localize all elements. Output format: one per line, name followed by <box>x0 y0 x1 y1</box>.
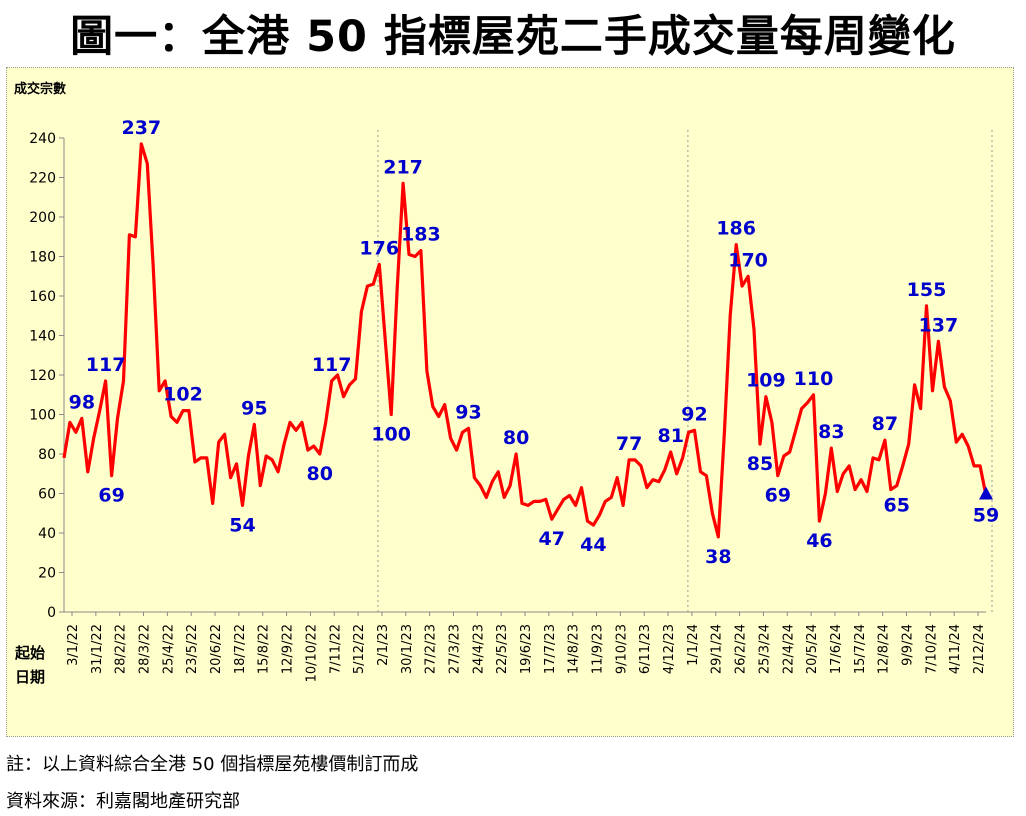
x-tick-label: 22/4/24 <box>781 624 796 674</box>
data-label: 217 <box>383 156 423 178</box>
chart-title: 圖一：全港 50 指標屋苑二手成交量每周變化 <box>70 12 956 62</box>
data-label: 110 <box>794 368 834 390</box>
x-tick-label: 26/2/24 <box>734 624 749 674</box>
y-tick-label: 60 <box>38 487 56 503</box>
x-tick-label: 17/7/23 <box>543 624 558 674</box>
x-tick-label: 12/9/22 <box>281 624 296 674</box>
y-tick-label: 80 <box>38 447 56 463</box>
y-tick-label: 160 <box>29 289 56 305</box>
x-tick-label: 25/3/24 <box>757 624 772 674</box>
x-tick-label: 9/9/24 <box>900 624 915 666</box>
x-tick-label: 4/12/23 <box>662 624 677 674</box>
x-tick-label: 7/11/22 <box>328 624 343 674</box>
x-tick-label: 5/12/22 <box>352 624 367 674</box>
x-tick-label: 12/8/24 <box>877 624 892 674</box>
y-tick-label: 220 <box>29 171 56 187</box>
y-tick-label: 100 <box>29 408 56 424</box>
data-label: 59 <box>973 504 999 526</box>
x-tick-label: 20/6/22 <box>209 624 224 674</box>
x-tick-label: 3/1/22 <box>66 624 81 666</box>
x-tick-label: 24/4/23 <box>471 624 486 674</box>
data-label: 117 <box>86 354 126 376</box>
data-label: 100 <box>371 424 411 446</box>
data-label: 80 <box>503 427 529 449</box>
line-chart: 成交宗數 0 20 40 60 80 100 120 140 160 180 200 220 240 3/1… <box>14 81 999 686</box>
x-tick-label: 28/2/22 <box>114 624 129 674</box>
data-label: 137 <box>919 314 959 336</box>
x-tick-label: 22/5/23 <box>495 624 510 674</box>
data-label: 98 <box>69 391 95 413</box>
x-tick-label: 25/4/22 <box>161 624 176 674</box>
data-label: 38 <box>705 546 731 568</box>
x-tick-label: 1/1/24 <box>686 624 701 666</box>
x-tick-label: 15/7/24 <box>853 624 868 674</box>
x-tick-label: 15/8/22 <box>257 624 272 674</box>
data-label: 87 <box>872 413 898 435</box>
x-tick-label: 17/6/24 <box>829 624 844 674</box>
x-tick-label: 7/10/24 <box>924 624 939 674</box>
data-label: 65 <box>884 495 910 517</box>
data-label: 69 <box>765 485 791 507</box>
data-label: 54 <box>229 514 255 536</box>
x-tick-label: 4/11/24 <box>948 624 963 674</box>
x-tick-label: 29/1/24 <box>710 624 725 674</box>
data-label: 117 <box>312 354 352 376</box>
x-axis-label-line1: 起始 <box>14 644 45 662</box>
data-label: 183 <box>401 224 441 246</box>
data-label: 47 <box>539 528 565 550</box>
data-label: 69 <box>98 485 124 507</box>
x-tick-label: 18/7/22 <box>233 624 248 674</box>
x-tick-label: 30/1/23 <box>400 624 415 674</box>
y-tick-label: 20 <box>38 566 56 582</box>
data-label: 93 <box>455 401 481 423</box>
data-label: 109 <box>746 370 786 392</box>
data-label: 80 <box>307 463 333 485</box>
data-label: 92 <box>681 403 707 425</box>
y-tick-label: 200 <box>29 210 56 226</box>
x-tick-label: 27/3/23 <box>447 624 462 674</box>
x-tick-label: 2/1/23 <box>376 624 391 666</box>
x-tick-label: 28/3/22 <box>138 624 153 674</box>
data-label: 102 <box>163 384 203 406</box>
last-point-marker <box>979 486 993 500</box>
x-tick-label: 27/2/23 <box>424 624 439 674</box>
data-label: 81 <box>658 425 684 447</box>
data-label: 77 <box>616 433 642 455</box>
x-tick-label: 2/12/24 <box>972 624 987 674</box>
data-label: 176 <box>359 237 399 259</box>
data-label: 95 <box>241 397 267 419</box>
chart-area: 成交宗數 0 20 40 60 80 100 120 140 160 180 200 220 240 3/1… <box>6 67 1014 737</box>
data-label: 85 <box>747 453 773 475</box>
data-label: 83 <box>818 421 844 443</box>
data-label: 237 <box>121 117 161 139</box>
x-tick-label: 31/1/22 <box>90 624 105 674</box>
x-tick-label: 23/5/22 <box>185 624 200 674</box>
data-label: 46 <box>806 530 832 552</box>
x-tick-label: 20/5/24 <box>805 624 820 674</box>
data-label: 44 <box>580 534 606 556</box>
x-tick-label: 11/9/23 <box>591 624 606 674</box>
series-line <box>62 142 988 539</box>
x-tick-label: 6/11/23 <box>638 624 653 674</box>
y-tick-label: 0 <box>47 605 56 621</box>
y-tick-label: 120 <box>29 368 56 384</box>
data-label: 170 <box>728 249 768 271</box>
y-tick-label: 140 <box>29 329 56 345</box>
footnote: 註：以上資料綜合全港 50 個指標屋苑樓價制訂而成 <box>6 754 419 775</box>
y-tick-label: 40 <box>38 526 56 542</box>
x-tick-label: 14/8/23 <box>567 624 582 674</box>
data-label: 155 <box>907 279 947 301</box>
x-axis-label-line2: 日期 <box>15 668 45 686</box>
y-axis-label: 成交宗數 <box>14 81 66 97</box>
x-tick-label: 10/10/22 <box>304 624 319 682</box>
data-label: 186 <box>716 218 756 240</box>
x-tick-label: 9/10/23 <box>614 624 629 674</box>
x-tick-label: 19/6/23 <box>519 624 534 674</box>
source-note: 資料來源：利嘉閣地產研究部 <box>6 791 240 812</box>
y-tick-label: 180 <box>29 250 56 266</box>
y-tick-label: 240 <box>29 131 56 147</box>
